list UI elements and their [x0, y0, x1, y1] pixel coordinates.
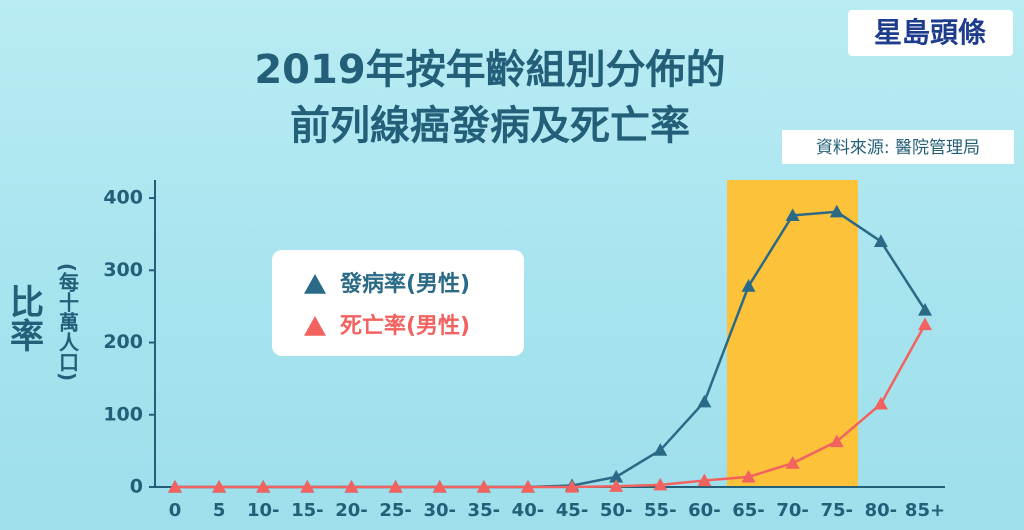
x-tick-label: 65-: [732, 500, 765, 521]
chart-title: 前列線癌發病及死亡率: [290, 103, 690, 149]
point: [300, 480, 315, 493]
point: [609, 469, 624, 483]
point: [697, 473, 712, 487]
point: [609, 479, 624, 492]
x-tick-label: 5: [213, 500, 226, 521]
x-tick-label: 10-: [247, 500, 280, 521]
x-tick-label: 75-: [820, 500, 853, 521]
x-tick-label: 20-: [335, 500, 368, 521]
legend-marker: [304, 316, 326, 336]
y-axis-unit: (每十萬人口): [56, 263, 80, 381]
x-tick-label: 85+: [905, 500, 945, 521]
point: [918, 303, 932, 316]
x-tick-label: 60-: [688, 500, 721, 521]
point: [785, 208, 800, 221]
point: [653, 443, 668, 456]
point: [168, 480, 182, 493]
point: [873, 234, 888, 247]
y-tick-label: 100: [103, 403, 143, 425]
legend-label: 死亡率(男性): [340, 313, 470, 339]
y-tick-label: 0: [130, 476, 143, 498]
y-axis-title: 比率: [4, 284, 44, 352]
source: 資料來源: 醫院管理局: [816, 138, 980, 158]
point: [918, 317, 932, 331]
point: [388, 480, 403, 493]
point: [829, 434, 844, 448]
point: [565, 480, 580, 493]
x-tick-label: 45-: [556, 500, 589, 521]
legend-box: [272, 250, 524, 356]
y-tick-label: 200: [103, 331, 143, 353]
series-line: [175, 323, 927, 489]
x-tick-label: 40-: [512, 500, 545, 521]
point: [344, 480, 359, 493]
x-tick-label: 0: [169, 500, 182, 521]
x-tick-label: 15-: [291, 500, 324, 521]
logo: 星島頭條: [874, 16, 986, 49]
point: [212, 480, 227, 493]
y-tick-label: 400: [103, 187, 143, 209]
x-tick-label: 50-: [600, 500, 633, 521]
x-tick-label: 80-: [865, 500, 898, 521]
x-tick-label: 35-: [468, 500, 501, 521]
x-tick-label: 70-: [776, 500, 809, 521]
chart-title: 2019年按年齡組別分佈的: [254, 47, 725, 93]
point: [697, 394, 712, 408]
point: [829, 204, 844, 218]
point: [256, 480, 271, 493]
point: [785, 456, 800, 469]
x-tick-label: 25-: [379, 500, 412, 521]
legend-label: 發病率(男性): [339, 271, 470, 297]
legend-marker: [304, 274, 326, 294]
point: [741, 279, 756, 292]
point: [432, 480, 447, 493]
source-box: [782, 130, 1014, 164]
point: [873, 396, 888, 410]
point: [653, 477, 668, 491]
point: [520, 480, 535, 493]
logo-box: [848, 10, 1013, 56]
point: [476, 480, 491, 493]
y-tick-label: 300: [103, 259, 143, 281]
x-tick-label: 55-: [644, 500, 677, 521]
point: [741, 469, 756, 483]
x-tick-label: 30-: [423, 500, 456, 521]
